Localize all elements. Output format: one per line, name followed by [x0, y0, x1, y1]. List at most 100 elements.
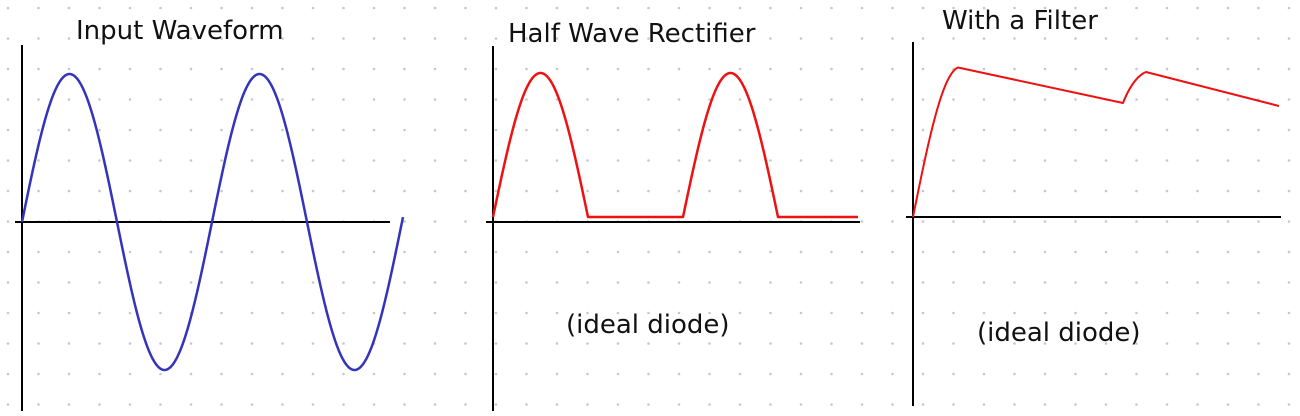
grid-dot: [525, 128, 528, 132]
grid-dot: [1013, 6, 1016, 10]
grid-dot: [128, 311, 132, 315]
grid-dot: [1104, 37, 1108, 40]
grid-dot: [738, 342, 742, 345]
grid-dot: [1165, 220, 1169, 223]
grid-dot: [1135, 311, 1138, 315]
grid-dot: [189, 189, 193, 193]
grid-dot: [982, 128, 986, 132]
grid-dot: [281, 37, 284, 40]
grid-dot: [6, 67, 10, 71]
input-sine-wave: [20, 72, 405, 372]
grid-dot: [281, 98, 284, 101]
grid-dot: [952, 37, 955, 40]
grid-dot: [860, 311, 864, 315]
grid-dot: [830, 189, 833, 193]
grid-dot: [1165, 159, 1169, 162]
grid-dot: [342, 189, 345, 193]
grid-dot: [464, 128, 467, 132]
grid-dot: [799, 189, 803, 193]
grid-dot: [921, 342, 925, 345]
grid-dot: [6, 37, 10, 40]
grid-dot: [128, 6, 132, 10]
grid-dot: [921, 250, 925, 254]
grid-dot: [860, 37, 864, 40]
grid-dot: [6, 281, 10, 284]
grid-dot: [647, 342, 650, 345]
grid-dot: [433, 6, 437, 10]
grid-dot: [830, 311, 833, 315]
grid-dot: [1074, 250, 1077, 254]
grid-dot: [494, 281, 498, 284]
grid-dot: [6, 128, 10, 132]
grid-dot: [281, 403, 284, 406]
grid-dot: [891, 403, 894, 406]
grid-dot: [1196, 98, 1199, 101]
grid-dot: [1257, 403, 1260, 406]
grid-dot: [952, 372, 955, 376]
grid-dot: [860, 159, 864, 162]
grid-dot: [1165, 403, 1169, 406]
grid-dot: [67, 189, 71, 193]
grid-dot: [555, 159, 559, 162]
grid-dot: [1196, 37, 1199, 40]
grid-dot: [1165, 372, 1169, 376]
grid-dot: [403, 37, 406, 40]
grid-dot: [891, 159, 894, 162]
grid-dot: [311, 342, 315, 345]
grid-dot: [1226, 281, 1230, 284]
grid-dot: [708, 159, 711, 162]
grid-dot: [37, 37, 40, 40]
grid-dot: [769, 403, 772, 406]
grid-dot: [1074, 159, 1077, 162]
grid-dot: [372, 311, 376, 315]
grid-dot: [952, 403, 955, 406]
grid-dot: [1074, 403, 1077, 406]
grid-dot: [586, 342, 589, 345]
grid-dot: [220, 98, 223, 101]
grid-dot: [1104, 250, 1108, 254]
grid-dot: [860, 250, 864, 254]
grid-dot: [952, 220, 955, 223]
grid-dot: [982, 67, 986, 71]
grid-dot: [128, 37, 132, 40]
grid-dot: [799, 281, 803, 284]
grid-dot: [494, 67, 498, 71]
grid-dot: [1104, 159, 1108, 162]
grid-dot: [525, 6, 528, 10]
grid-dot: [37, 98, 40, 101]
grid-dot: [433, 67, 437, 71]
grid-dot: [921, 403, 925, 406]
grid-dot: [1013, 311, 1016, 315]
grid-dot: [677, 342, 681, 345]
grid-dot: [1287, 250, 1291, 254]
grid-dot: [982, 311, 986, 315]
grid-dot: [37, 250, 40, 254]
grid-dot: [677, 159, 681, 162]
grid-dot: [1257, 342, 1260, 345]
grid-dot: [1104, 281, 1108, 284]
grid-dot: [1074, 189, 1077, 193]
grid-dot: [1043, 250, 1047, 254]
grid-dot: [830, 67, 833, 71]
grid-dot: [250, 250, 254, 254]
grid-dot: [1287, 311, 1291, 315]
grid-dot: [281, 67, 284, 71]
grid-dot: [433, 372, 437, 376]
grid-dot: [220, 311, 223, 315]
grid-dot: [98, 403, 101, 406]
grid-dot: [6, 342, 10, 345]
grid-dot: [433, 250, 437, 254]
grid-dot: [1013, 403, 1016, 406]
grid-dot: [708, 342, 711, 345]
grid-dot: [647, 281, 650, 284]
grid-dot: [1165, 311, 1169, 315]
grid-dot: [1043, 220, 1047, 223]
grid-dot: [647, 37, 650, 40]
grid-dot: [616, 342, 620, 345]
grid-dot: [677, 37, 681, 40]
grid-dot: [1226, 67, 1230, 71]
grid-dot: [464, 403, 467, 406]
grid-dot: [6, 6, 10, 10]
grid-dot: [1013, 220, 1016, 223]
grid-dot: [281, 159, 284, 162]
